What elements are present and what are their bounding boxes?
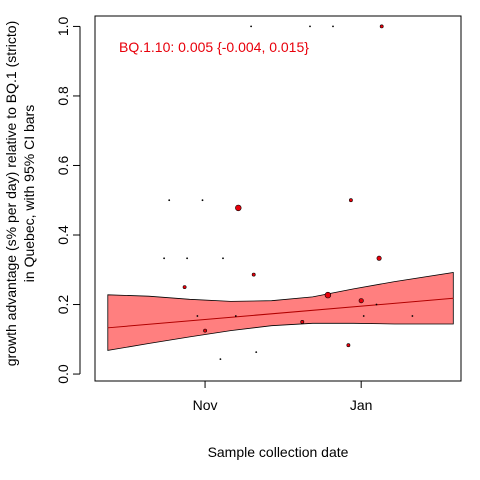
x-axis-title: Sample collection date	[208, 444, 349, 460]
plot-frame	[94, 15, 462, 382]
data-point-6	[203, 328, 208, 333]
data-point-4	[196, 315, 199, 317]
data-points-layer	[163, 24, 414, 360]
y-tick-label-4: 0.8	[55, 86, 71, 106]
data-point-8	[222, 257, 224, 260]
data-point-5	[201, 199, 204, 202]
data-point-15	[309, 25, 311, 28]
x-tick-label-0: Nov	[193, 397, 218, 413]
data-point-16	[324, 291, 332, 299]
ci-band	[107, 272, 454, 351]
data-point-25	[411, 315, 414, 317]
y-tick-label-2: 0.4	[55, 225, 71, 245]
y-axis-title-line-2: in Quebec, with 95% CI bars	[21, 105, 37, 282]
data-point-17	[332, 25, 334, 28]
fit-line	[107, 297, 454, 329]
data-point-14	[300, 319, 305, 324]
y-tick-label-1: 0.2	[55, 295, 71, 315]
y-tick-label-0: 0.0	[55, 364, 71, 384]
data-point-20	[358, 298, 364, 304]
y-tick-label-3: 0.6	[55, 156, 71, 176]
data-point-10	[235, 204, 242, 212]
data-point-19	[348, 198, 353, 203]
data-point-13	[255, 351, 258, 353]
x-axis: Nov Jan	[193, 381, 373, 413]
data-point-21	[362, 315, 365, 317]
y-tick-label-5: 1.0	[55, 16, 71, 36]
ci-band-layer	[107, 272, 454, 351]
data-point-9	[234, 315, 237, 317]
data-point-2	[182, 285, 187, 290]
data-point-7	[219, 358, 222, 360]
data-point-24	[379, 24, 384, 29]
data-point-12	[251, 272, 256, 277]
y-axis: 0.0 0.2 0.4 0.6 0.8 1.0	[55, 16, 81, 384]
growth-advantage-annotation: BQ.1.10: 0.005 {-0.004, 0.015}	[119, 39, 309, 55]
data-point-22	[375, 303, 378, 306]
data-point-23	[376, 255, 382, 261]
x-tick-label-1: Jan	[350, 397, 373, 413]
data-point-11	[250, 25, 253, 28]
data-point-0	[163, 257, 166, 260]
data-point-3	[186, 257, 189, 260]
data-point-1	[168, 199, 171, 202]
data-point-18	[346, 343, 351, 348]
y-axis-title-line-1: growth advantage (s% per day) relative t…	[3, 21, 19, 366]
fit-line-layer	[107, 297, 454, 329]
